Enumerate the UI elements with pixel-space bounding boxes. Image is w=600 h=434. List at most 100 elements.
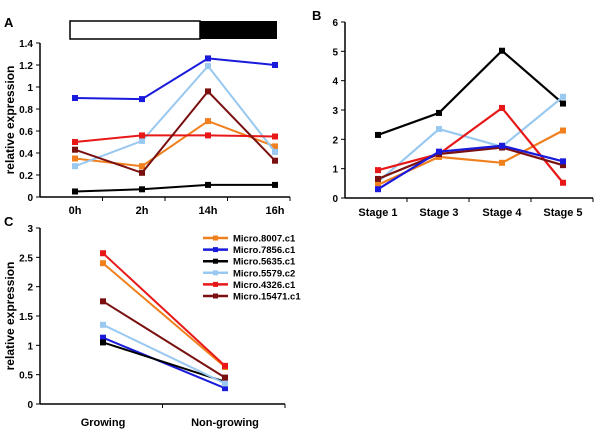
data-point [560, 158, 566, 165]
data-point [560, 100, 566, 107]
data-point [499, 104, 505, 111]
y-tick-label: 0 [27, 193, 33, 204]
series-micro-5635-c1 [375, 47, 566, 138]
data-point [205, 55, 211, 62]
series-line [377, 146, 564, 180]
y-tick-label: 0.8 [19, 105, 33, 116]
series-line [377, 49, 564, 136]
legend-marker [213, 270, 218, 276]
data-point [222, 385, 228, 392]
legend-marker [213, 293, 218, 299]
data-point [272, 62, 278, 68]
series-line [74, 89, 276, 174]
legend-marker [213, 258, 218, 264]
y-tick-label: 5 [332, 47, 338, 58]
y-tick-label: 0 [332, 194, 338, 205]
y-tick-label: 6 [332, 18, 338, 29]
y-tick-label: 1 [332, 165, 338, 176]
data-point [375, 175, 381, 182]
series-micro-5579-c2 [72, 63, 278, 170]
data-point [560, 93, 566, 100]
data-point [499, 142, 505, 149]
data-point [560, 127, 566, 134]
y-tick-label: 0 [27, 400, 33, 411]
data-point [72, 155, 78, 162]
series-line [377, 95, 564, 183]
data-point [139, 169, 145, 176]
series-micro-7856-c1 [72, 55, 278, 103]
y-tick-label: 0.2 [19, 171, 33, 182]
series-micro-7856-c1 [375, 142, 566, 193]
data-point [72, 163, 78, 170]
data-point [375, 167, 381, 174]
legend-marker [213, 247, 218, 253]
x-tick-label: 14h [199, 205, 218, 217]
data-point [100, 321, 106, 328]
panel-label-b: B [312, 8, 321, 23]
y-tick-label: 4 [332, 77, 338, 88]
series-line [102, 262, 226, 368]
legend: Micro.8007.c1Micro.7856.c1Micro.5635.c1M… [203, 234, 301, 303]
data-point [560, 179, 566, 186]
series-line [74, 64, 276, 168]
data-point [139, 132, 145, 139]
data-point [100, 339, 106, 346]
data-point [560, 162, 566, 169]
y-axis-label-a: relative expression [3, 66, 17, 175]
y-tick-label: 1.4 [19, 39, 33, 50]
data-point [100, 250, 106, 257]
data-point [272, 157, 278, 164]
series-line [74, 57, 276, 101]
legend-marker [213, 235, 218, 241]
series-line [377, 106, 564, 184]
y-tick-label: 1 [27, 83, 33, 94]
light-dark-bar [69, 20, 277, 40]
data-point [72, 188, 78, 195]
x-tick-label: Growing [81, 417, 126, 429]
series-micro-5579-c2 [100, 321, 228, 387]
data-point [499, 159, 505, 166]
data-point [436, 148, 442, 155]
data-point [436, 109, 442, 116]
x-tick-label: 2h [136, 205, 149, 217]
data-point [205, 63, 211, 70]
series-micro-15471-c1 [100, 298, 228, 381]
series-line [102, 300, 226, 379]
series-micro-15471-c1 [72, 88, 278, 176]
x-tick-label: 0h [69, 205, 82, 217]
data-point [375, 131, 381, 138]
legend-label: Micro.15471.c1 [233, 292, 301, 303]
legend-item: Micro.4326.c1 [203, 280, 296, 291]
y-tick-label: 0.5 [19, 371, 33, 382]
y-tick-label: 1 [27, 341, 33, 352]
legend-marker [213, 281, 218, 287]
legend-item: Micro.15471.c1 [203, 292, 301, 303]
data-point [222, 380, 228, 387]
data-point [272, 148, 278, 155]
data-point [72, 95, 78, 101]
x-tick-label: Stage 1 [358, 207, 397, 219]
legend-label: Micro.5635.c1 [233, 257, 296, 268]
x-tick-label: Non-growing [191, 417, 259, 429]
data-point [222, 374, 228, 381]
data-point [72, 139, 78, 145]
legend-item: Micro.5635.c1 [203, 257, 296, 268]
dark-period [200, 21, 277, 39]
series-line [74, 119, 276, 168]
data-point [205, 132, 211, 139]
data-point [375, 181, 381, 188]
series-line [377, 144, 564, 191]
data-point [272, 133, 278, 140]
data-point [72, 146, 78, 153]
chart-c: 0 0.5 1 1.5 2 2.5 3 Growing Non-growing Micro.800… [19, 224, 301, 429]
series-line [102, 252, 226, 367]
y-axis-label-c: relative expression [3, 262, 17, 371]
legend-label: Micro.7856.c1 [233, 245, 296, 256]
y-tick-label: 1.2 [19, 61, 33, 72]
data-point [205, 181, 211, 188]
y-tick-label: 3 [332, 106, 338, 117]
legend-label: Micro.4326.c1 [233, 280, 296, 291]
series-line [102, 341, 226, 383]
series-micro-8007-c1 [72, 118, 278, 170]
